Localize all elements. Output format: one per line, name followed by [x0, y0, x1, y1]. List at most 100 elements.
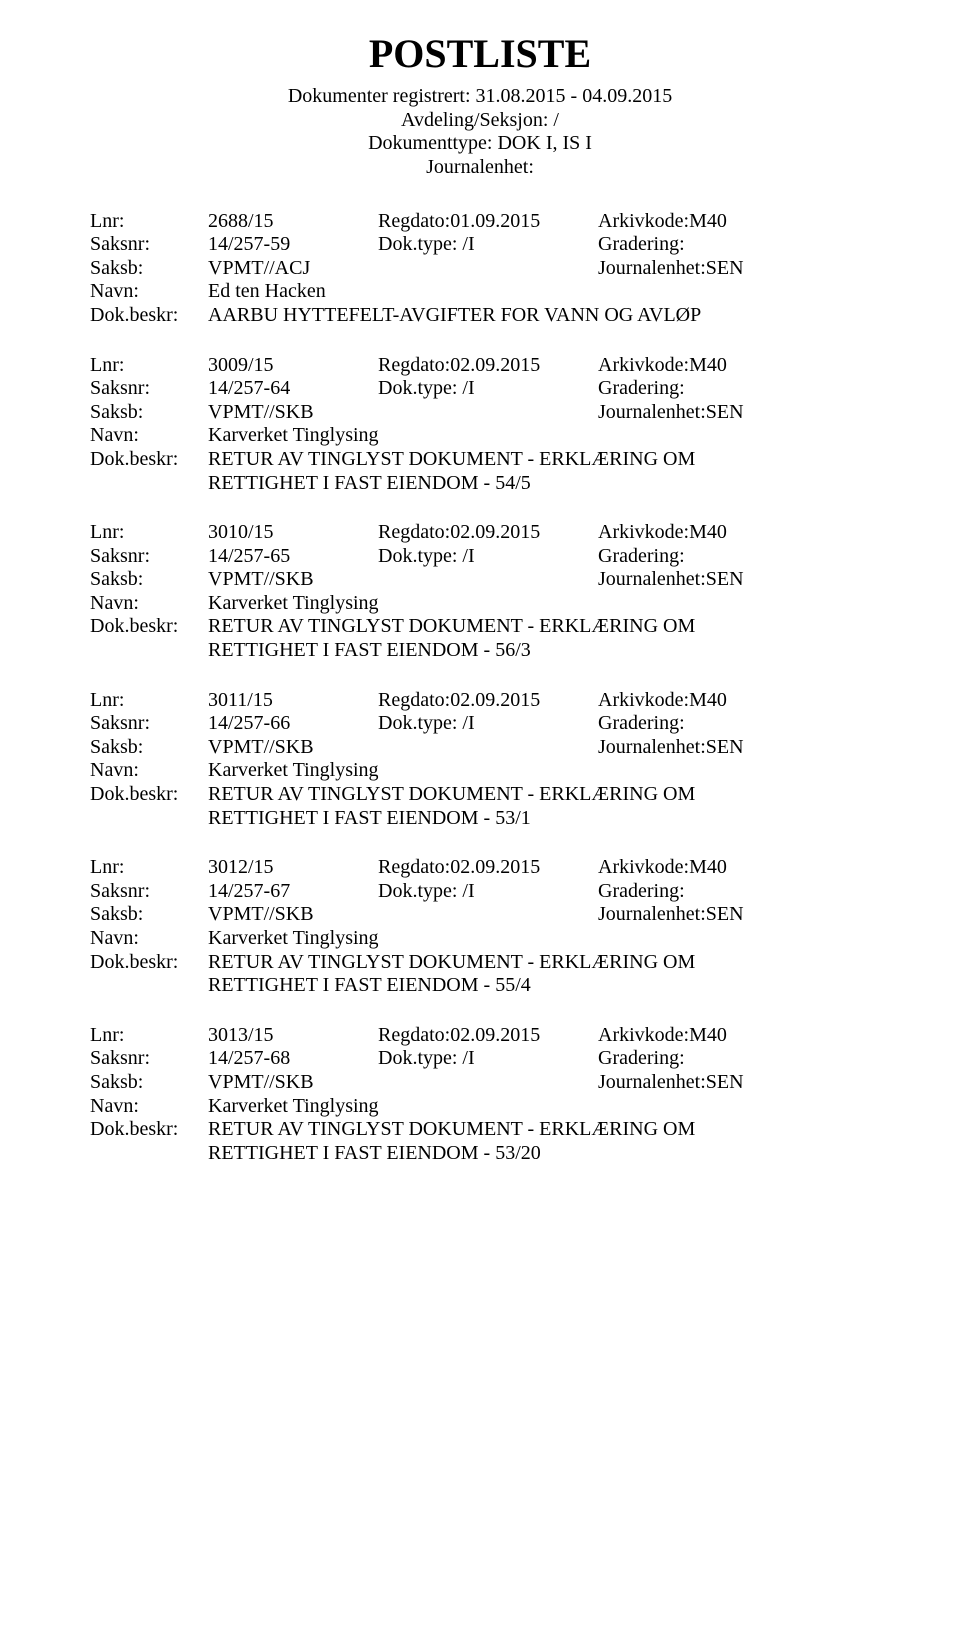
header-dokumenttype: Dokumenttype: DOK I, IS I: [90, 132, 870, 156]
regdato-value: Regdato:02.09.2015: [378, 856, 598, 880]
header-block: Dokumenter registrert: 31.08.2015 - 04.0…: [90, 85, 870, 179]
saksnr-label: Saksnr:: [90, 712, 208, 736]
doktype-value: Dok.type: /I: [378, 545, 598, 569]
entry-line-saksb: Saksb: VPMT//SKB Journalenhet:SEN: [90, 1071, 870, 1095]
saksb-value: VPMT//SKB: [208, 568, 378, 592]
lnr-value: 3013/15: [208, 1024, 378, 1048]
saksnr-value: 14/257-66: [208, 712, 378, 736]
entry-line-beskr2: RETTIGHET I FAST EIENDOM - 53/1: [90, 807, 870, 831]
arkivkode-value: Arkivkode:M40: [598, 521, 870, 545]
journalenhet-value: Journalenhet:SEN: [598, 257, 870, 281]
regdato-value: Regdato:02.09.2015: [378, 354, 598, 378]
gradering-value: Gradering:: [598, 233, 870, 257]
doktype-value: Dok.type: /I: [378, 712, 598, 736]
entry: Lnr: 3009/15 Regdato:02.09.2015 Arkivkod…: [90, 354, 870, 496]
doktype-value: Dok.type: /I: [378, 233, 598, 257]
entry-line-lnr: Lnr: 3011/15 Regdato:02.09.2015 Arkivkod…: [90, 689, 870, 713]
saksb-label: Saksb:: [90, 257, 208, 281]
doktype-value: Dok.type: /I: [378, 880, 598, 904]
gradering-value: Gradering:: [598, 712, 870, 736]
entry-line-beskr2: RETTIGHET I FAST EIENDOM - 56/3: [90, 639, 870, 663]
lnr-value: 3012/15: [208, 856, 378, 880]
saksnr-value: 14/257-68: [208, 1047, 378, 1071]
entry: Lnr: 3012/15 Regdato:02.09.2015 Arkivkod…: [90, 856, 870, 998]
saksnr-label: Saksnr:: [90, 377, 208, 401]
beskr-label: Dok.beskr:: [90, 615, 208, 639]
entry-line-beskr2: RETTIGHET I FAST EIENDOM - 54/5: [90, 472, 870, 496]
entry-line-lnr: Lnr: 3009/15 Regdato:02.09.2015 Arkivkod…: [90, 354, 870, 378]
entry-line-saksnr: Saksnr: 14/257-68 Dok.type: /I Gradering…: [90, 1047, 870, 1071]
lnr-label: Lnr:: [90, 354, 208, 378]
beskr-value: RETUR AV TINGLYST DOKUMENT - ERKLÆRING O…: [208, 951, 870, 975]
navn-value: Ed ten Hacken: [208, 280, 870, 304]
entry-line-saksnr: Saksnr: 14/257-59 Dok.type: /I Gradering…: [90, 233, 870, 257]
arkivkode-value: Arkivkode:M40: [598, 210, 870, 234]
entry-line-beskr: Dok.beskr: RETUR AV TINGLYST DOKUMENT - …: [90, 615, 870, 639]
saksb-spacer: [378, 568, 598, 592]
lnr-value: 2688/15: [208, 210, 378, 234]
beskr-label: Dok.beskr:: [90, 1118, 208, 1142]
saksb-label: Saksb:: [90, 1071, 208, 1095]
beskr-label: Dok.beskr:: [90, 304, 208, 328]
journalenhet-value: Journalenhet:SEN: [598, 903, 870, 927]
gradering-value: Gradering:: [598, 880, 870, 904]
entry-line-saksnr: Saksnr: 14/257-67 Dok.type: /I Gradering…: [90, 880, 870, 904]
entry-line-saksb: Saksb: VPMT//SKB Journalenhet:SEN: [90, 903, 870, 927]
navn-value: Karverket Tinglysing: [208, 424, 870, 448]
saksnr-value: 14/257-67: [208, 880, 378, 904]
beskr-value: RETUR AV TINGLYST DOKUMENT - ERKLÆRING O…: [208, 448, 870, 472]
entry-line-beskr: Dok.beskr: RETUR AV TINGLYST DOKUMENT - …: [90, 1118, 870, 1142]
saksb-spacer: [378, 257, 598, 281]
navn-value: Karverket Tinglysing: [208, 759, 870, 783]
journalenhet-value: Journalenhet:SEN: [598, 401, 870, 425]
entry-line-beskr: Dok.beskr: AARBU HYTTEFELT-AVGIFTER FOR …: [90, 304, 870, 328]
beskr-value: RETUR AV TINGLYST DOKUMENT - ERKLÆRING O…: [208, 783, 870, 807]
beskr-label: Dok.beskr:: [90, 783, 208, 807]
entry-line-beskr: Dok.beskr: RETUR AV TINGLYST DOKUMENT - …: [90, 783, 870, 807]
journalenhet-value: Journalenhet:SEN: [598, 736, 870, 760]
saksb-value: VPMT//SKB: [208, 736, 378, 760]
beskr2-value: RETTIGHET I FAST EIENDOM - 56/3: [208, 639, 870, 663]
entry-line-lnr: Lnr: 2688/15 Regdato:01.09.2015 Arkivkod…: [90, 210, 870, 234]
doktype-value: Dok.type: /I: [378, 1047, 598, 1071]
saksb-label: Saksb:: [90, 568, 208, 592]
lnr-label: Lnr:: [90, 856, 208, 880]
gradering-value: Gradering:: [598, 545, 870, 569]
navn-label: Navn:: [90, 927, 208, 951]
arkivkode-value: Arkivkode:M40: [598, 689, 870, 713]
saksnr-label: Saksnr:: [90, 545, 208, 569]
navn-label: Navn:: [90, 280, 208, 304]
entry-line-navn: Navn: Karverket Tinglysing: [90, 1095, 870, 1119]
journalenhet-value: Journalenhet:SEN: [598, 568, 870, 592]
entry-line-saksnr: Saksnr: 14/257-66 Dok.type: /I Gradering…: [90, 712, 870, 736]
arkivkode-value: Arkivkode:M40: [598, 856, 870, 880]
header-journalenhet: Journalenhet:: [90, 156, 870, 180]
lnr-label: Lnr:: [90, 210, 208, 234]
entry: Lnr: 3013/15 Regdato:02.09.2015 Arkivkod…: [90, 1024, 870, 1166]
entry-line-beskr: Dok.beskr: RETUR AV TINGLYST DOKUMENT - …: [90, 951, 870, 975]
saksb-spacer: [378, 736, 598, 760]
page-title: POSTLISTE: [90, 30, 870, 77]
entry-line-beskr2: RETTIGHET I FAST EIENDOM - 55/4: [90, 974, 870, 998]
beskr2-value: RETTIGHET I FAST EIENDOM - 55/4: [208, 974, 870, 998]
entry-line-saksnr: Saksnr: 14/257-64 Dok.type: /I Gradering…: [90, 377, 870, 401]
saksb-label: Saksb:: [90, 401, 208, 425]
doktype-value: Dok.type: /I: [378, 377, 598, 401]
entry-line-navn: Navn: Karverket Tinglysing: [90, 927, 870, 951]
lnr-label: Lnr:: [90, 521, 208, 545]
navn-label: Navn:: [90, 592, 208, 616]
entry-line-navn: Navn: Ed ten Hacken: [90, 280, 870, 304]
beskr-value: RETUR AV TINGLYST DOKUMENT - ERKLÆRING O…: [208, 615, 870, 639]
gradering-value: Gradering:: [598, 1047, 870, 1071]
entry-line-navn: Navn: Karverket Tinglysing: [90, 424, 870, 448]
lnr-label: Lnr:: [90, 1024, 208, 1048]
saksnr-label: Saksnr:: [90, 1047, 208, 1071]
beskr-label: Dok.beskr:: [90, 951, 208, 975]
saksnr-value: 14/257-65: [208, 545, 378, 569]
beskr-label: Dok.beskr:: [90, 448, 208, 472]
beskr2-value: RETTIGHET I FAST EIENDOM - 53/20: [208, 1142, 870, 1166]
saksnr-value: 14/257-59: [208, 233, 378, 257]
entry: Lnr: 2688/15 Regdato:01.09.2015 Arkivkod…: [90, 210, 870, 328]
saksb-value: VPMT//SKB: [208, 1071, 378, 1095]
beskr2-value: RETTIGHET I FAST EIENDOM - 54/5: [208, 472, 870, 496]
